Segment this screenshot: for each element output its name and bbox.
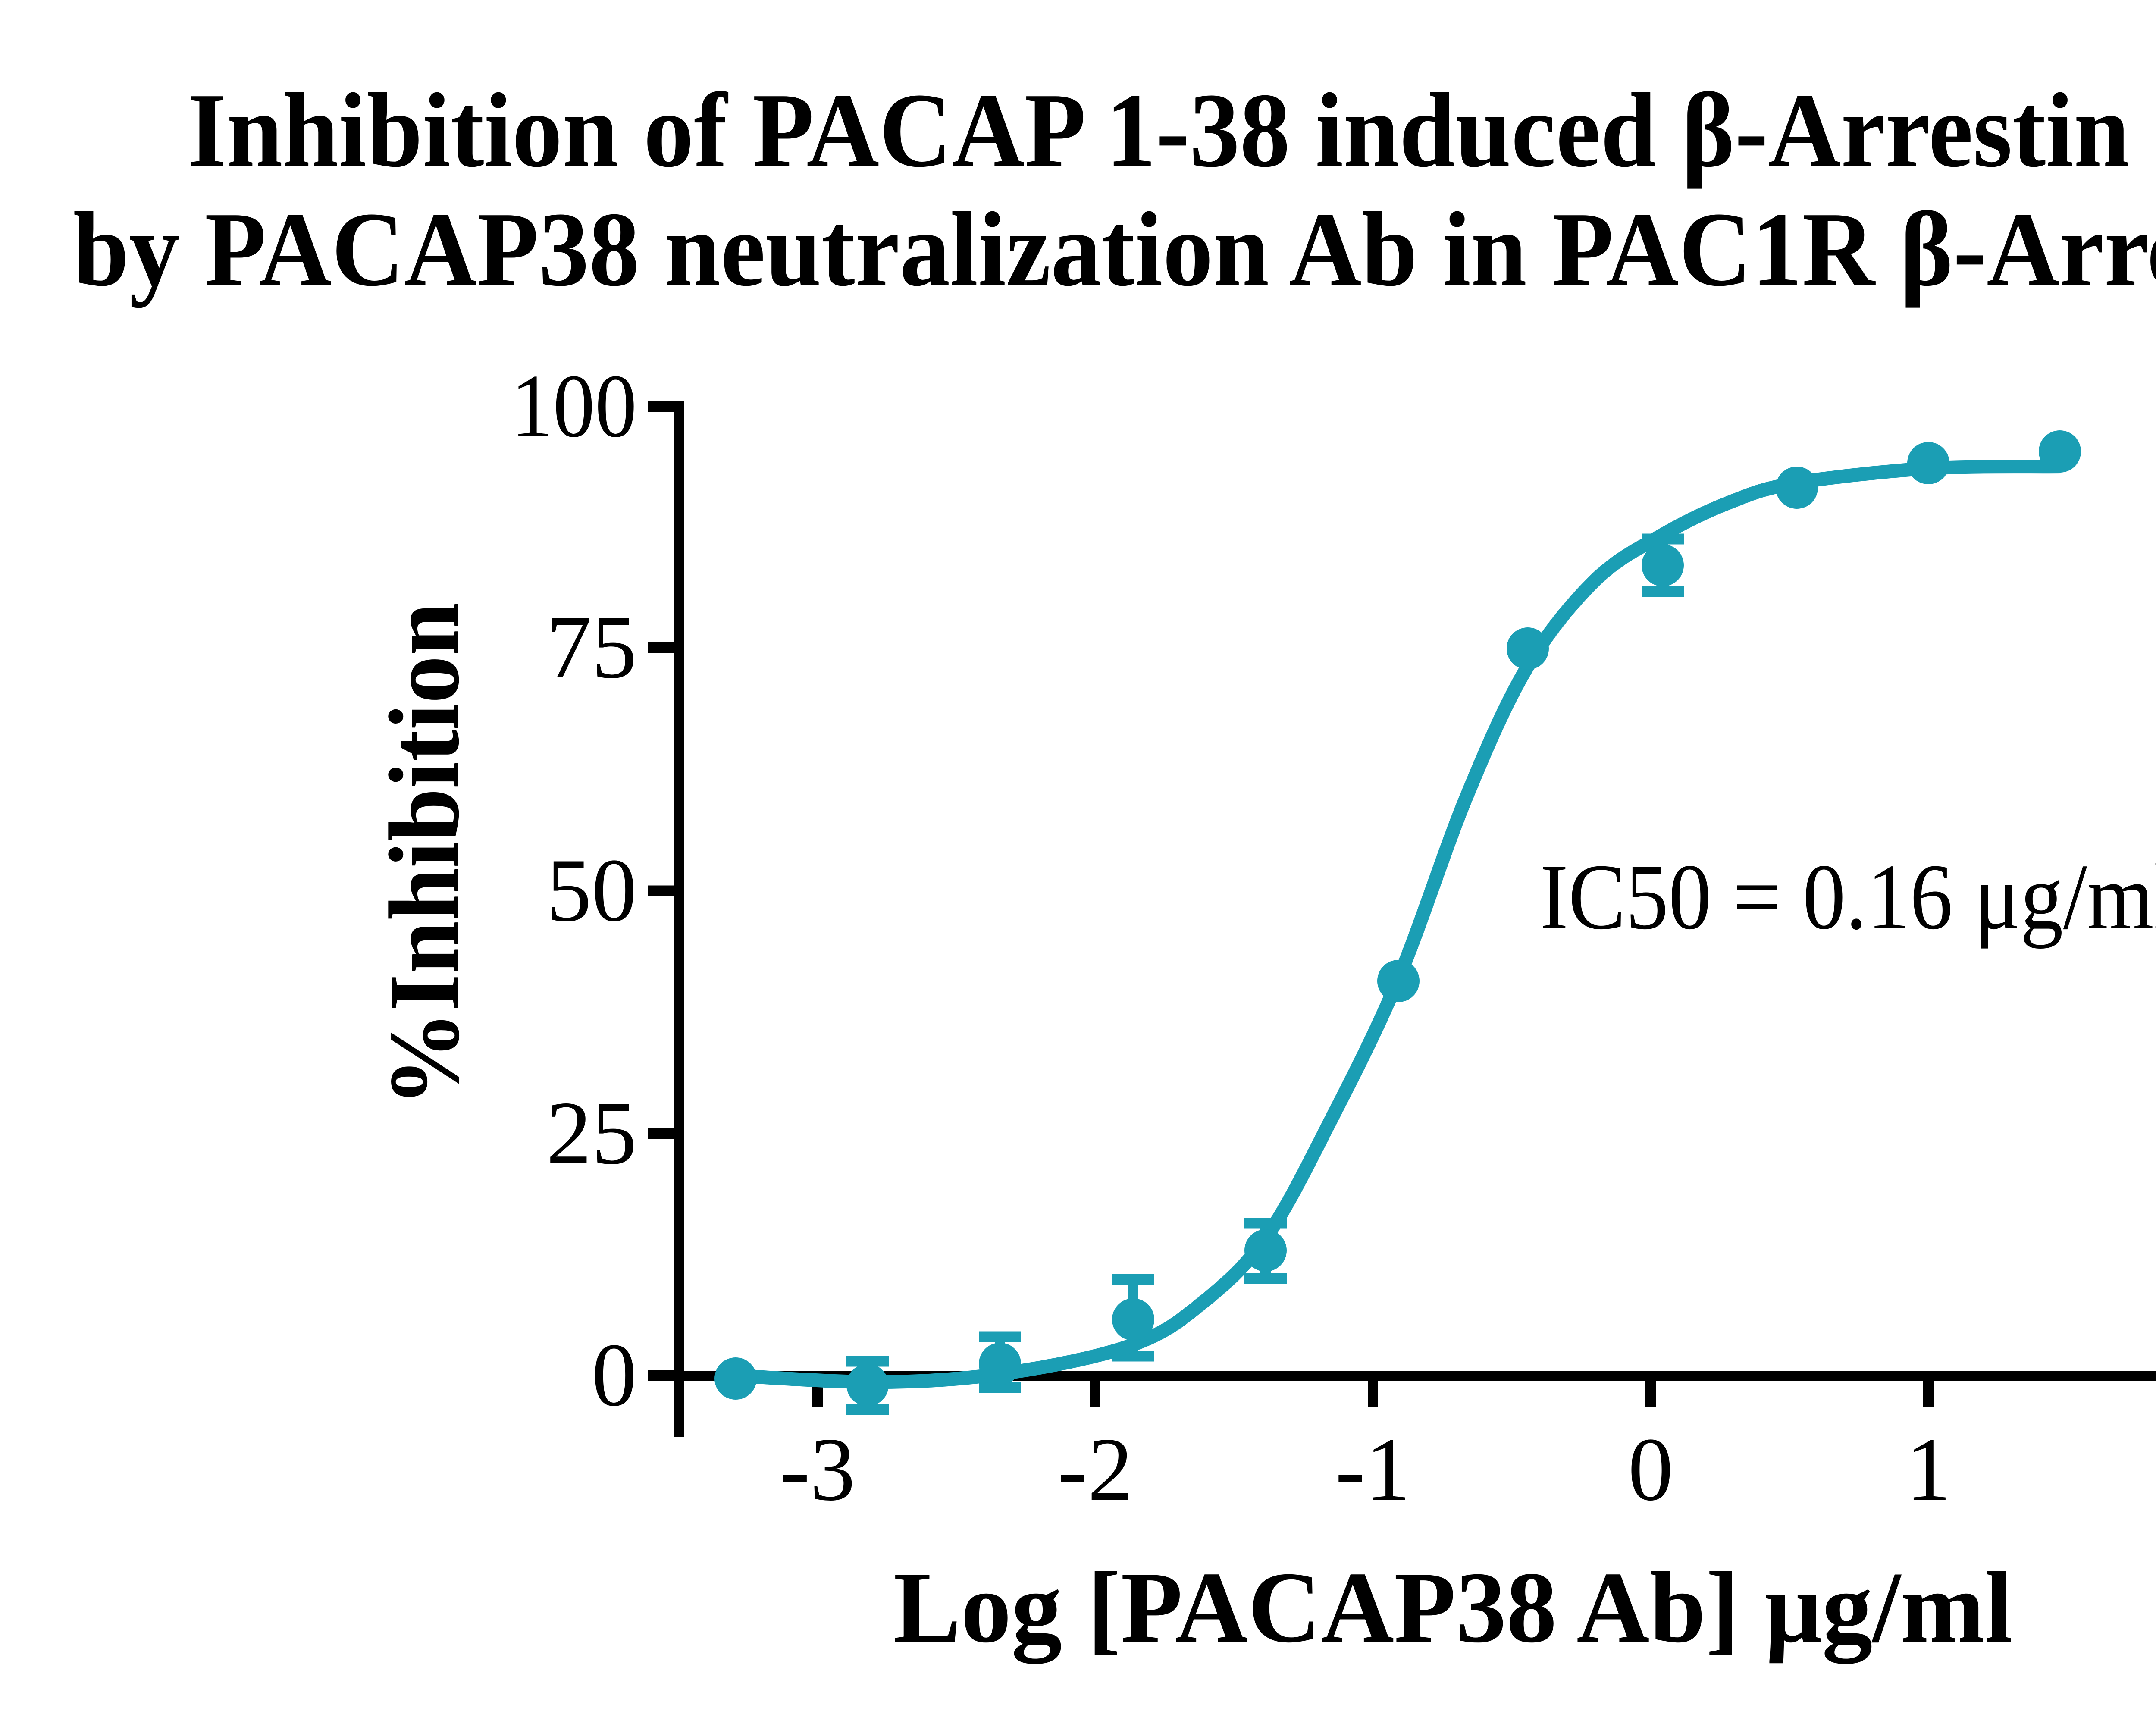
svg-text:100: 100 xyxy=(511,356,637,456)
svg-text:0: 0 xyxy=(1628,1420,1673,1520)
svg-text:%Inhibition: %Inhibition xyxy=(369,603,480,1107)
svg-text:Log [PACAP38 Ab] μg/ml: Log [PACAP38 Ab] μg/ml xyxy=(893,1551,2013,1664)
svg-text:-2: -2 xyxy=(1058,1420,1133,1520)
svg-text:0: 0 xyxy=(592,1325,637,1425)
svg-text:50: 50 xyxy=(546,840,637,940)
svg-text:Inhibition of PACAP 1-38 induc: Inhibition of PACAP 1-38 induced β-Arres… xyxy=(188,72,2156,189)
svg-text:25: 25 xyxy=(546,1083,637,1183)
svg-text:by PACAP38 neutralization Ab i: by PACAP38 neutralization Ab in PAC1R β-… xyxy=(73,191,2156,308)
svg-text:-1: -1 xyxy=(1335,1420,1411,1520)
svg-text:IC50 = 0.16 μg/ml: IC50 = 0.16 μg/ml xyxy=(1540,845,2156,949)
svg-text:1: 1 xyxy=(1906,1420,1951,1520)
svg-text:75: 75 xyxy=(546,597,637,697)
svg-text:-3: -3 xyxy=(780,1420,856,1520)
